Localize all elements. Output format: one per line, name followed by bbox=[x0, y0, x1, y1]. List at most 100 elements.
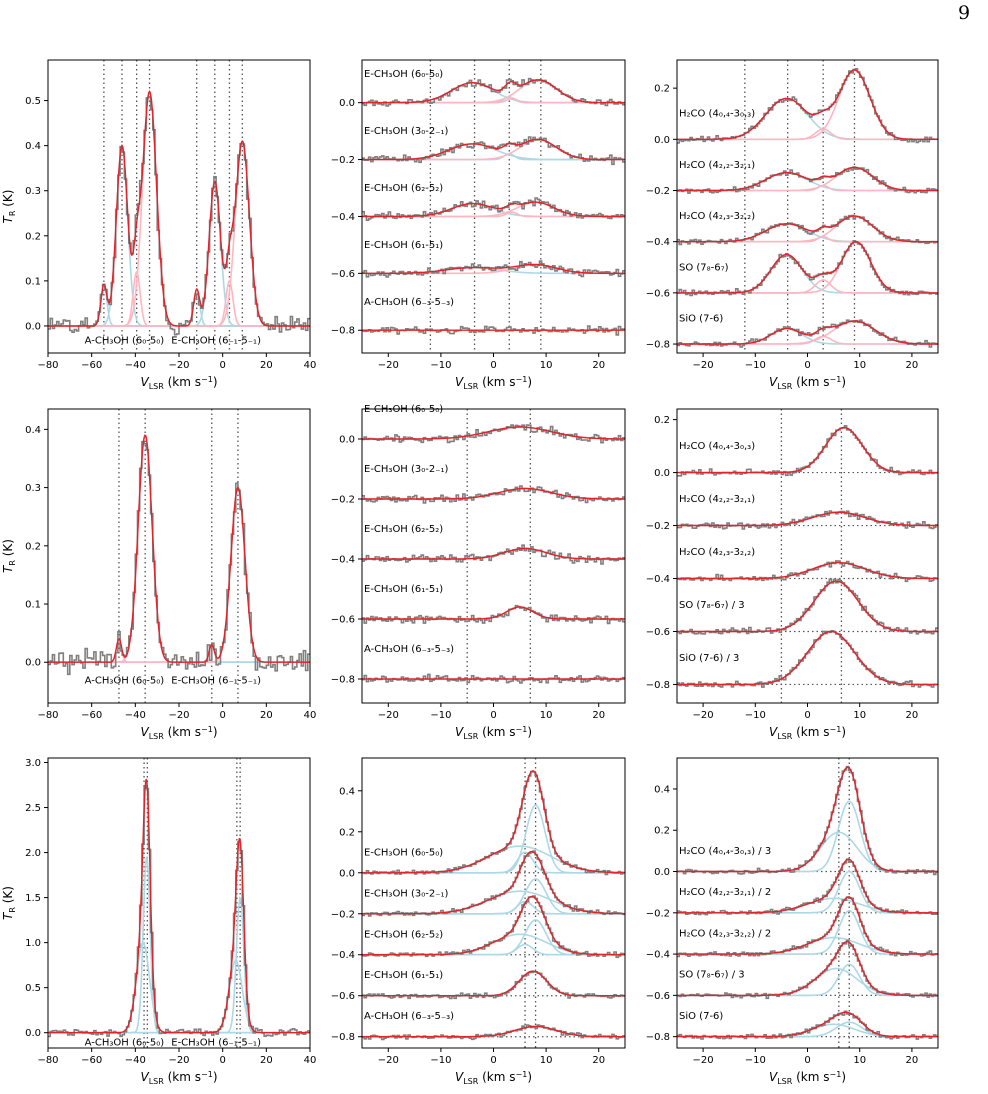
line-label: E-CH₃OH (3₀-2₋₁) bbox=[364, 464, 449, 475]
gaussian-component bbox=[48, 896, 310, 1034]
total-fit bbox=[362, 426, 625, 440]
y-tick-label: 0.2 bbox=[654, 826, 670, 837]
x-tick-label: −10 bbox=[745, 360, 766, 371]
x-axis-label: VLSR (km s−1) bbox=[141, 375, 218, 391]
observed-spectrum bbox=[362, 485, 625, 504]
x-tick-label: 0 bbox=[219, 710, 225, 721]
x-tick-label: 20 bbox=[906, 710, 919, 721]
observed-spectrum bbox=[362, 1024, 625, 1041]
gaussian-component bbox=[362, 804, 625, 874]
x-tick-label: −40 bbox=[125, 1055, 146, 1066]
line-label: E-CH₃OH (6₀-5₀) bbox=[364, 69, 443, 80]
axes-frame bbox=[47, 59, 311, 354]
y-tick-label: 0.2 bbox=[654, 415, 670, 426]
total-fit bbox=[677, 896, 938, 955]
y-tick-label: −0.6 bbox=[331, 991, 355, 1002]
panel-row2-right: H₂CO (4₀,₄-3₀,₃) H₂CO (4₂,₂-3₂,₁) H₂CO (4₂… bbox=[646, 408, 939, 741]
total-fit bbox=[362, 263, 625, 274]
x-tick-label: 20 bbox=[260, 1055, 273, 1066]
total-fit bbox=[677, 858, 938, 914]
y-tick-label: −0.6 bbox=[646, 627, 670, 638]
y-tick-label: 0.4 bbox=[25, 141, 41, 152]
x-tick-label: 10 bbox=[540, 360, 553, 371]
panel-row1-middle: E-CH₃OH (6₀-5₀) E-CH₃OH (3₀-2₋₁) E-CH₃OH (… bbox=[331, 59, 626, 391]
y-tick-label: −0.8 bbox=[331, 675, 355, 686]
y-tick-label: 0.4 bbox=[25, 425, 41, 436]
x-tick-label: −80 bbox=[37, 1055, 58, 1066]
y-tick-label: −0.2 bbox=[646, 908, 670, 919]
plot-area bbox=[362, 409, 625, 703]
y-tick-label: 0.4 bbox=[654, 784, 670, 795]
line-label: E-CH₃OH (6₁-5₁) bbox=[364, 240, 443, 251]
total-fit bbox=[677, 1011, 938, 1038]
plot-area bbox=[677, 60, 938, 353]
y-tick-label: 0.0 bbox=[25, 658, 41, 669]
line-label: SO (7₈-6₇) bbox=[679, 262, 729, 273]
line-label: H₂CO (4₂,₃-3₂,₂) / 2 bbox=[679, 928, 771, 939]
x-tick-label: 20 bbox=[260, 710, 273, 721]
line-label: A-CH₃OH (6₀-5₀) bbox=[85, 1038, 165, 1049]
x-tick-label: −20 bbox=[168, 360, 189, 371]
x-tick-label: −10 bbox=[430, 360, 451, 371]
total-fit bbox=[677, 320, 938, 345]
total-fit bbox=[362, 201, 625, 218]
y-tick-label: −0.4 bbox=[646, 574, 670, 585]
observed-spectrum bbox=[362, 895, 625, 959]
panel-row3-right: H₂CO (4₀,₄-3₀,₃) / 3 H₂CO (4₂,₂-3₂,₁) / 2… bbox=[646, 757, 939, 1086]
observed-spectrum bbox=[48, 785, 310, 1038]
y-axis-label: TR (K) bbox=[1, 886, 17, 920]
x-tick-label: 0 bbox=[219, 1055, 225, 1066]
y-tick-label: −0.8 bbox=[646, 680, 670, 691]
y-tick-label: 0.0 bbox=[339, 868, 355, 879]
y-tick-label: −0.8 bbox=[646, 1032, 670, 1043]
x-tick-label: 20 bbox=[906, 360, 919, 371]
total-fit bbox=[362, 770, 625, 874]
y-tick-label: 1.0 bbox=[25, 938, 41, 949]
total-fit bbox=[677, 766, 938, 873]
x-tick-label: −40 bbox=[125, 710, 146, 721]
y-tick-label: 2.0 bbox=[25, 848, 41, 859]
y-tick-label: 0.0 bbox=[25, 1028, 41, 1039]
observed-spectrum bbox=[677, 510, 938, 530]
line-label: E-CH₃OH (6₋₁-5₋₁) bbox=[171, 1038, 261, 1049]
axes-frame bbox=[47, 757, 311, 1049]
y-tick-label: 0.0 bbox=[654, 468, 670, 479]
line-label: H₂CO (4₀,₄-3₀,₃) bbox=[679, 441, 755, 452]
y-axis-label: TR (K) bbox=[1, 190, 17, 224]
x-tick-label: 0 bbox=[804, 360, 810, 371]
total-fit bbox=[362, 895, 625, 956]
x-tick-label: −40 bbox=[125, 360, 146, 371]
gaussian-component bbox=[48, 486, 310, 663]
gaussian-component bbox=[677, 69, 938, 141]
line-label: H₂CO (4₂,₃-3₂,₂) bbox=[679, 547, 755, 558]
line-label: A-CH₃OH (6₀-5₀) bbox=[85, 335, 165, 346]
observed-spectrum bbox=[362, 77, 625, 107]
x-tick-label: 20 bbox=[260, 360, 273, 371]
x-tick-label: −60 bbox=[81, 710, 102, 721]
x-axis-label: VLSR (km s−1) bbox=[455, 725, 532, 741]
total-fit bbox=[362, 1025, 625, 1038]
total-fit bbox=[362, 138, 625, 161]
x-tick-label: 20 bbox=[906, 1055, 919, 1066]
line-label: H₂CO (4₂,₃-3₂,₂) bbox=[679, 211, 755, 222]
line-label: SiO (7-6) bbox=[679, 313, 723, 324]
x-tick-label: 0 bbox=[490, 1055, 496, 1066]
x-tick-label: 0 bbox=[490, 710, 496, 721]
gaussian-component bbox=[48, 941, 310, 1034]
observed-spectrum bbox=[362, 850, 625, 917]
line-label: SiO (7-6) / 3 bbox=[679, 653, 739, 664]
y-tick-label: −0.2 bbox=[646, 521, 670, 532]
observed-spectrum bbox=[677, 630, 938, 688]
page-number: 9 bbox=[958, 2, 971, 24]
x-tick-label: −60 bbox=[81, 1055, 102, 1066]
y-tick-label: 0.2 bbox=[654, 84, 670, 95]
y-tick-label: −0.2 bbox=[331, 909, 355, 920]
line-label: A-CH₃OH (6₀-5₀) bbox=[85, 676, 165, 687]
y-tick-label: 1.5 bbox=[25, 893, 41, 904]
x-tick-label: 0 bbox=[804, 1055, 810, 1066]
y-tick-label: −0.2 bbox=[331, 155, 355, 166]
total-fit bbox=[362, 79, 625, 104]
plot-area bbox=[48, 409, 310, 703]
x-tick-label: −20 bbox=[693, 710, 714, 721]
